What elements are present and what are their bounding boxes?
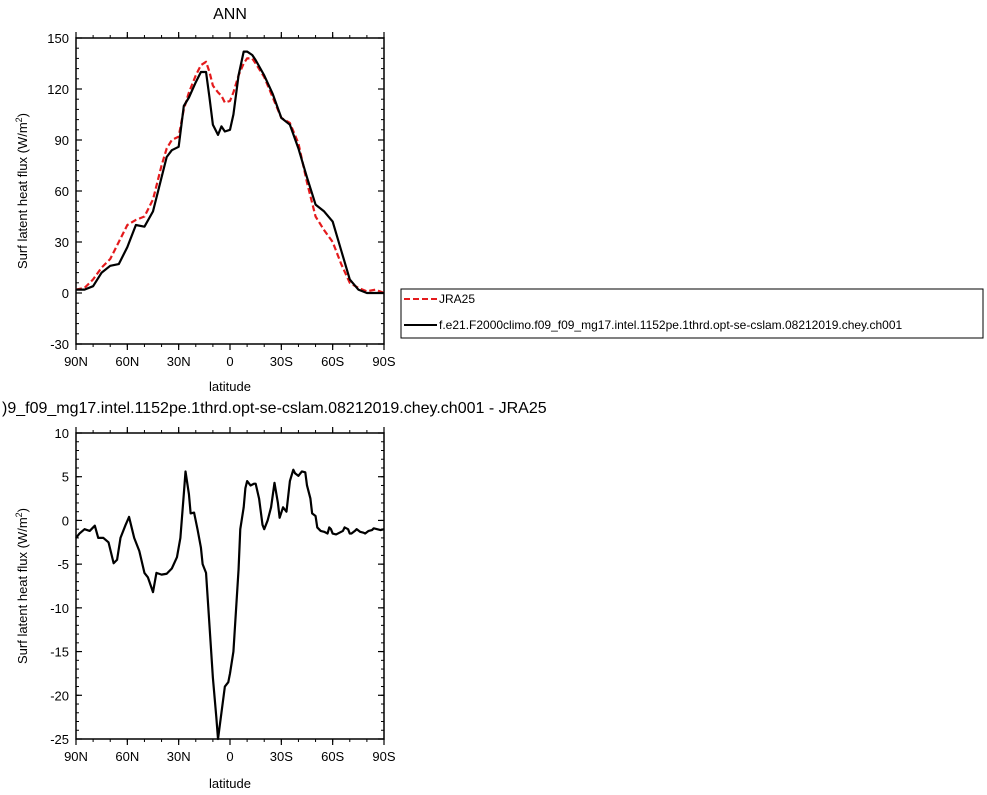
top-x-tick-label: 0 [226, 354, 233, 369]
legend-box [400, 288, 984, 339]
top-x-tick-label: 60N [115, 354, 139, 369]
bottom-y-axis-label: Surf latent heat flux (W/m2) [14, 508, 30, 664]
legend-label-jra25: JRA25 [439, 292, 475, 306]
top-series-line-1 [76, 50, 384, 295]
bottom-plot-frame [75, 432, 385, 740]
top-y-tick-label: 60 [55, 184, 69, 199]
top-y-tick-label: 150 [47, 31, 69, 46]
top-y-tick-label: 30 [55, 235, 69, 250]
bottom-x-tick-label: 60N [115, 749, 139, 764]
top-x-tick-label: 90S [372, 354, 395, 369]
bottom-x-tick-label: 90N [64, 749, 88, 764]
bottom-x-tick-label: 90S [372, 749, 395, 764]
bottom-y-tick-label: 5 [62, 470, 69, 485]
bottom-y-tick-label: -5 [57, 557, 69, 572]
legend-label-model: f.e21.F2000climo.f09_f09_mg17.intel.1152… [439, 318, 903, 332]
bottom-series-line-0 [75, 468, 385, 741]
bottom-y-tick-label: 10 [55, 426, 69, 441]
bottom-y-tick-label: -20 [50, 688, 69, 703]
top-y-axis-label: Surf latent heat flux (W/m2) [14, 113, 30, 269]
bottom-x-tick-label: 30S [270, 749, 293, 764]
bottom-x-axis-label: latitude [209, 776, 251, 791]
legend: JRA25 f.e21.F2000climo.f09_f09_mg17.inte… [400, 288, 984, 339]
top-series-line-0 [75, 57, 385, 295]
bottom-y-tick-label: 0 [62, 513, 69, 528]
bottom-y-tick-label: -25 [50, 732, 69, 747]
top-y-tick-label: 0 [62, 286, 69, 301]
bottom-x-tick-label: 30N [167, 749, 191, 764]
bottom-x-tick-label: 0 [226, 749, 233, 764]
top-x-tick-label: 60S [321, 354, 344, 369]
bottom-y-tick-label: -10 [50, 601, 69, 616]
top-y-axis-label-sup: 2 [14, 117, 24, 122]
bottom-x-tick-label: 60S [321, 749, 344, 764]
top-x-tick-label: 90N [64, 354, 88, 369]
bottom-y-tick-label: -15 [50, 645, 69, 660]
top-x-axis-label: latitude [209, 379, 251, 394]
top-y-tick-label: -30 [50, 337, 69, 352]
top-y-tick-label: 90 [55, 133, 69, 148]
top-x-tick-label: 30N [167, 354, 191, 369]
top-panel: ANN -30 0 30 60 90 120 150 90N 60N 30N 0 30S 60S 90S… [14, 6, 396, 394]
bottom-panel: )9_f09_mg17.intel.1152pe.1thrd.opt-se-cs… [2, 400, 547, 791]
top-plot-frame [75, 37, 385, 345]
top-x-tick-label: 30S [270, 354, 293, 369]
bottom-y-axis-label-sup: 2 [14, 512, 24, 517]
top-y-tick-label: 120 [47, 82, 69, 97]
top-panel-title: ANN [213, 6, 247, 23]
bottom-panel-title: )9_f09_mg17.intel.1152pe.1thrd.opt-se-cs… [2, 400, 547, 417]
